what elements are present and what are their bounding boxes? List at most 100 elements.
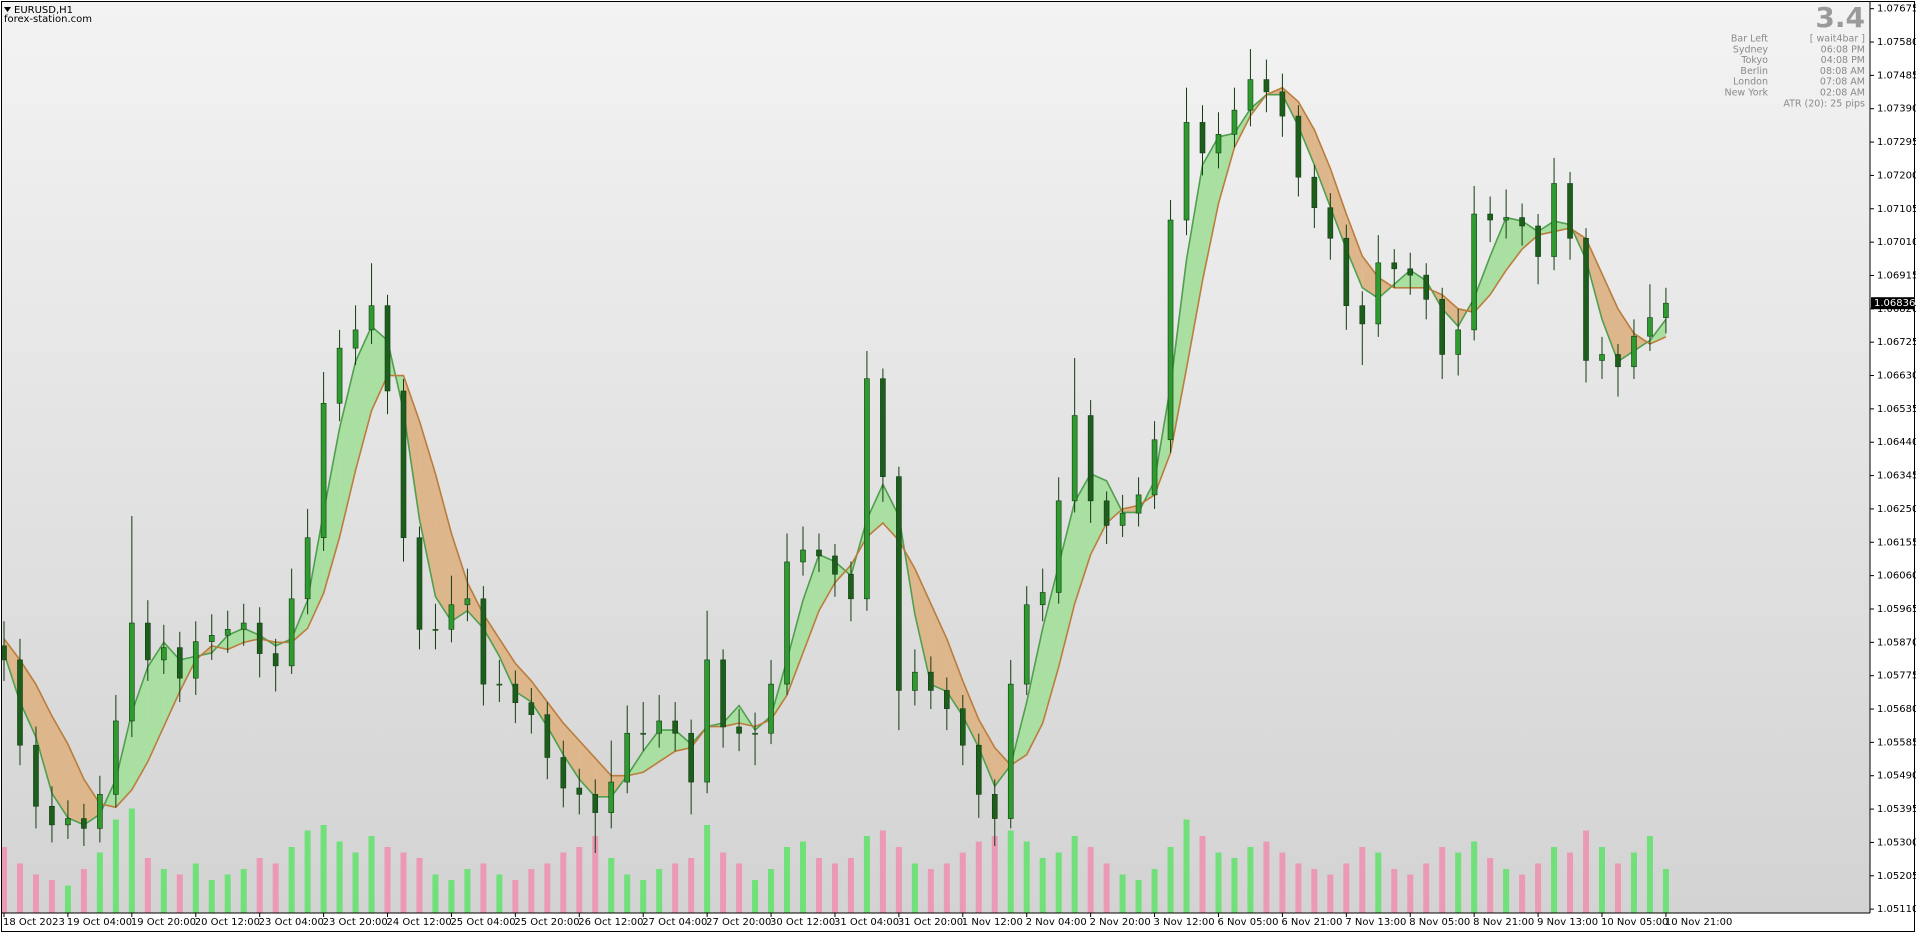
volume-bar bbox=[1263, 841, 1270, 913]
ma-band bbox=[323, 428, 340, 594]
ma-band bbox=[115, 712, 132, 808]
candle-body bbox=[161, 647, 167, 661]
volume-bar bbox=[448, 880, 455, 913]
ma-band bbox=[1602, 273, 1618, 362]
x-tick-label: 2 Nov 20:00 bbox=[1090, 917, 1151, 928]
volume-bar bbox=[752, 880, 759, 913]
ma-band bbox=[1617, 308, 1634, 362]
ma-band bbox=[483, 614, 500, 657]
candle-body bbox=[848, 573, 854, 600]
candle-body bbox=[784, 561, 790, 685]
ma-band bbox=[451, 533, 468, 622]
volume-bar bbox=[560, 852, 567, 913]
volume-bar bbox=[847, 858, 854, 913]
candle-body bbox=[752, 732, 758, 735]
volume-bar bbox=[688, 858, 695, 913]
ma-band bbox=[355, 326, 372, 471]
volume-bar bbox=[1103, 863, 1110, 913]
ma-band bbox=[978, 719, 995, 787]
volume-bar bbox=[464, 869, 471, 913]
volume-bar bbox=[975, 841, 982, 913]
ma-band bbox=[818, 554, 835, 611]
volume-bar bbox=[1551, 847, 1558, 913]
candle-body bbox=[656, 720, 662, 734]
volume-bar bbox=[96, 852, 103, 913]
volume-bar bbox=[1503, 869, 1510, 913]
x-tick-label: 10 Nov 05:00 bbox=[1601, 917, 1668, 928]
candle-body bbox=[145, 622, 151, 661]
ma-band bbox=[994, 747, 1011, 787]
y-tick-label: 1.06630 bbox=[1877, 371, 1916, 382]
volume-bar bbox=[943, 863, 950, 913]
volume-bar bbox=[1007, 830, 1014, 913]
y-tick-label: 1.07580 bbox=[1877, 37, 1916, 48]
candle-body bbox=[17, 659, 23, 746]
candle-body bbox=[928, 671, 934, 691]
candle-body bbox=[336, 347, 343, 404]
volume-bar bbox=[1455, 852, 1462, 913]
volume-bar bbox=[720, 852, 727, 913]
x-tick-label: 8 Nov 21:00 bbox=[1473, 917, 1534, 928]
volume-bar bbox=[640, 880, 647, 913]
ma-band bbox=[1170, 259, 1187, 453]
volume-bar bbox=[1567, 852, 1574, 913]
candle-body bbox=[1279, 91, 1286, 117]
x-tick-label: 27 Oct 20:00 bbox=[706, 917, 771, 928]
x-tick-label: 6 Nov 05:00 bbox=[1217, 917, 1278, 928]
volume-bar bbox=[1247, 847, 1254, 913]
x-tick-label: 25 Oct 04:00 bbox=[450, 917, 515, 928]
ma-band bbox=[962, 680, 979, 748]
volume-bar bbox=[1519, 874, 1526, 913]
candle-body bbox=[640, 732, 647, 735]
x-tick-label: 19 Oct 04:00 bbox=[67, 917, 132, 928]
volume-bar bbox=[1646, 836, 1653, 913]
candle-body bbox=[832, 555, 838, 575]
ma-band bbox=[1410, 270, 1427, 288]
ma-band bbox=[1026, 628, 1043, 755]
x-tick-label: 10 Nov 21:00 bbox=[1665, 917, 1732, 928]
x-tick-label: 9 Nov 13:00 bbox=[1537, 917, 1598, 928]
volume-bar bbox=[1167, 847, 1174, 913]
volume-bar bbox=[1423, 863, 1430, 913]
volume-bar bbox=[32, 874, 39, 913]
candle-body bbox=[1567, 183, 1573, 239]
volume-bar bbox=[240, 869, 247, 913]
volume-bar bbox=[1359, 847, 1366, 913]
info-row-label: Berlin bbox=[1740, 66, 1768, 77]
volume-bar bbox=[1662, 869, 1669, 913]
volume-bar bbox=[1311, 869, 1318, 913]
ma-band bbox=[1186, 164, 1203, 369]
y-tick-label: 1.06060 bbox=[1877, 571, 1916, 582]
candle-body bbox=[192, 641, 199, 679]
candle-body bbox=[384, 305, 391, 392]
volume-bar bbox=[1439, 847, 1446, 913]
candle-body bbox=[1263, 79, 1270, 93]
y-tick-label: 1.05585 bbox=[1877, 737, 1916, 748]
volume-bar bbox=[160, 869, 167, 913]
volume-bar bbox=[176, 874, 183, 913]
candle-body bbox=[272, 653, 279, 667]
candle-body bbox=[576, 787, 583, 795]
ma-band bbox=[419, 421, 436, 597]
volume-bar bbox=[1471, 841, 1478, 913]
ma-band bbox=[67, 744, 84, 825]
volume-bar bbox=[480, 863, 487, 913]
candle-body bbox=[1295, 115, 1302, 178]
x-tick-label: 26 Oct 12:00 bbox=[578, 917, 643, 928]
y-tick-label: 1.05300 bbox=[1877, 837, 1916, 848]
volume-bar bbox=[672, 863, 679, 913]
ma-band bbox=[467, 582, 484, 629]
candle-body bbox=[320, 402, 327, 539]
ma-band bbox=[1218, 133, 1235, 204]
candle-body bbox=[448, 604, 455, 630]
candle-body bbox=[592, 794, 599, 813]
volume-bar bbox=[1295, 863, 1302, 913]
candle-body bbox=[1535, 225, 1541, 257]
volume-bar bbox=[400, 852, 407, 913]
candle-body bbox=[1407, 268, 1414, 276]
candle-body bbox=[256, 622, 263, 654]
ma-band bbox=[35, 684, 52, 794]
x-tick-label: 18 Oct 2023 bbox=[3, 917, 65, 928]
dropdown-icon[interactable] bbox=[4, 7, 11, 12]
volume-bar bbox=[1087, 847, 1094, 913]
